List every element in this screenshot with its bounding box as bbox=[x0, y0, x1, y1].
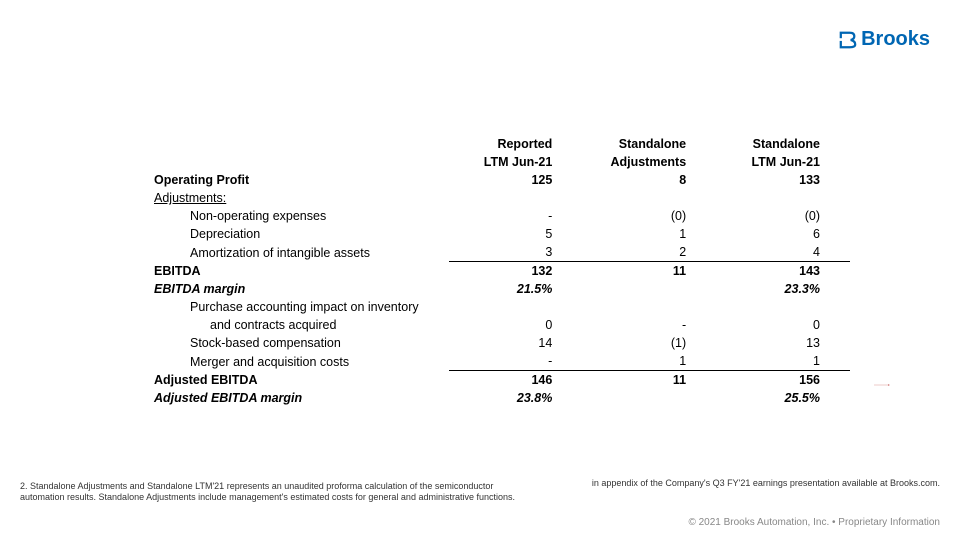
row-purchase-line1: Purchase accounting impact on inventory bbox=[150, 298, 850, 316]
col2-header2: Adjustments bbox=[582, 153, 716, 171]
col3-header2: LTM Jun-21 bbox=[716, 153, 850, 171]
row-ebitda-margin: EBITDA margin 21.5% 23.3% bbox=[150, 280, 850, 298]
row-ebitda: EBITDA 132 11 143 bbox=[150, 262, 850, 281]
header-row-1: Reported Standalone Standalone bbox=[150, 135, 850, 153]
footnote-appendix: in appendix of the Company's Q3 FY'21 ea… bbox=[592, 478, 940, 488]
copyright-text: © 2021 Brooks Automation, Inc. • Proprie… bbox=[688, 517, 940, 528]
brooks-logo-icon bbox=[839, 31, 857, 49]
row-operating-profit: Operating Profit 125 8 133 bbox=[150, 171, 850, 189]
brooks-logo: Brooks bbox=[839, 28, 930, 51]
col3-header1: Standalone bbox=[716, 135, 850, 153]
arrow-icon bbox=[842, 384, 922, 386]
col1-header1: Reported bbox=[449, 135, 583, 153]
ebitda-table: Reported Standalone Standalone LTM Jun-2… bbox=[150, 135, 850, 407]
col2-header1: Standalone bbox=[582, 135, 716, 153]
brooks-logo-text: Brooks bbox=[861, 28, 930, 51]
row-depreciation: Depreciation 5 1 6 bbox=[150, 225, 850, 243]
row-adjusted-ebitda-margin: Adjusted EBITDA margin 23.8% 25.5% bbox=[150, 389, 850, 407]
footnote-main: 2. Standalone Adjustments and Standalone… bbox=[20, 481, 540, 504]
row-non-operating: Non-operating expenses - (0) (0) bbox=[150, 207, 850, 225]
row-purchase-line2: and contracts acquired 0 - 0 bbox=[150, 316, 850, 334]
row-stock-comp: Stock-based compensation 14 (1) 13 bbox=[150, 334, 850, 352]
row-merger: Merger and acquisition costs - 1 1 bbox=[150, 352, 850, 371]
row-adjusted-ebitda: Adjusted EBITDA 146 11 156 bbox=[150, 371, 850, 390]
header-row-2: LTM Jun-21 Adjustments LTM Jun-21 bbox=[150, 153, 850, 171]
row-adjustments-header: Adjustments: bbox=[150, 189, 850, 207]
row-amortization: Amortization of intangible assets 3 2 4 bbox=[150, 243, 850, 262]
col1-header2: LTM Jun-21 bbox=[449, 153, 583, 171]
